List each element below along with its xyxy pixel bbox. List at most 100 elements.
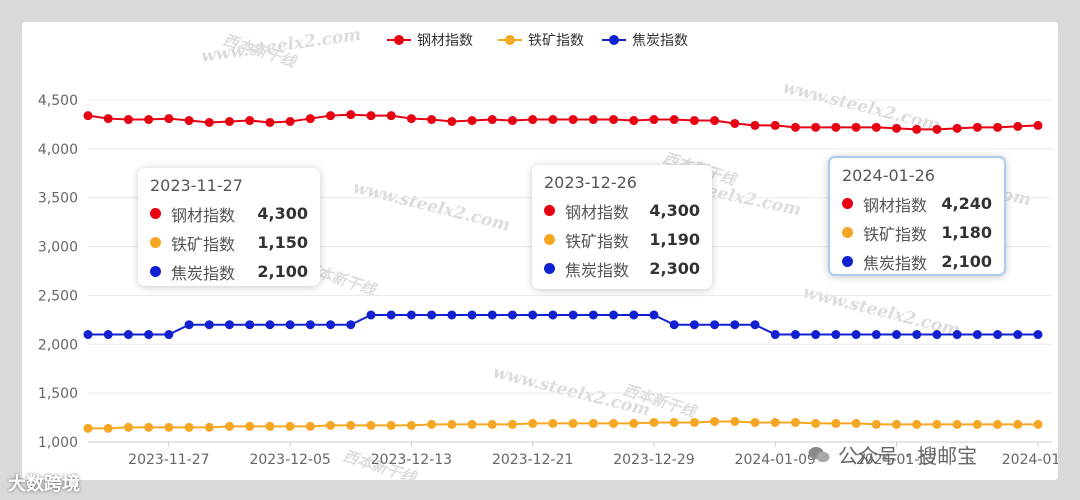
tooltip-value: 1,190 [649,230,700,249]
data-point [811,122,821,132]
data-point [548,418,558,428]
data-point [811,418,821,428]
data-point [285,320,295,330]
legend-marker-icon [505,35,515,45]
series-dot-icon [544,234,555,245]
data-point [851,418,861,428]
data-point [649,115,659,125]
data-point [366,310,376,320]
data-point [811,330,821,340]
data-point [730,416,740,426]
data-point [103,423,113,433]
data-point [366,111,376,121]
data-point [993,122,1003,132]
x-tick-label: 2023-11-27 [128,452,209,468]
data-point [346,320,356,330]
tooltip-series-name: 铁矿指数 [171,234,236,254]
tooltip-row: 焦炭指数 2,100 [150,257,308,286]
data-point [386,420,396,430]
data-point [932,419,942,429]
data-point [568,115,578,125]
data-point [952,330,962,340]
legend-marker-icon [394,35,404,45]
x-tick-label: 2024-01-09 [735,452,816,468]
legend-marker-icon [609,35,619,45]
data-point [467,116,477,126]
watermark-url: www.steelx2.com [351,177,512,235]
data-point [144,330,154,340]
x-tick-label: 2023-12-21 [492,452,573,468]
data-point [871,419,881,429]
tooltip-row: 焦炭指数 2,100 [842,247,992,276]
data-point [144,422,154,432]
series-dot-icon [150,266,161,277]
data-point [265,421,275,431]
data-point [790,330,800,340]
tooltip-date: 2023-11-27 [150,176,243,195]
data-point [689,320,699,330]
data-point [326,320,336,330]
data-point [892,123,902,133]
tooltip-row: 铁矿指数 1,150 [150,228,308,257]
data-point [588,115,598,125]
y-tick-label: 3,000 [38,240,78,256]
tooltip-row: 钢材指数 4,300 [544,196,700,225]
data-point [993,330,1003,340]
tooltip-value: 2,100 [941,252,992,271]
data-point [871,122,881,132]
x-tick-label: 2023-12-29 [613,452,694,468]
data-point [123,330,133,340]
data-point [972,122,982,132]
data-point [871,330,881,340]
data-point [770,330,780,340]
data-point [487,310,497,320]
data-point [669,115,679,125]
data-point [204,422,214,432]
tooltip-row: 钢材指数 4,240 [842,189,992,218]
data-point [892,330,902,340]
data-point [326,111,336,121]
line-chart: www.steelx2.comwww.steelx2.comwww.steelx… [38,25,1058,480]
data-point [952,419,962,429]
tooltip-row: 焦炭指数 2,300 [544,254,700,283]
data-point [285,421,295,431]
series-dot-icon [842,256,853,267]
data-point [952,123,962,133]
data-point [164,114,174,124]
data-point [427,115,437,125]
data-point [245,421,255,431]
data-point [204,320,214,330]
data-point [710,320,720,330]
data-point [710,116,720,126]
tooltip-value: 1,180 [941,223,992,242]
data-point [144,115,154,125]
legend-label: 钢材指数 [417,33,473,49]
series-dot-icon [544,263,555,274]
data-point [1013,121,1023,131]
data-point [831,418,841,428]
data-point [305,114,315,124]
tooltip-3: 2024-01-26 钢材指数 4,240 铁矿指数 1,180 焦炭指数 2,100 [828,156,1006,276]
chart-card: www.steelx2.com www.steelx2.com www.steelx… [22,22,1058,480]
tooltip-series-name: 钢材指数 [863,195,928,215]
tooltip-1: 2023-11-27 钢材指数 4,300 铁矿指数 1,150 焦炭指数 2,100 [138,168,320,286]
data-point [406,310,416,320]
data-point [164,330,174,340]
data-point [507,310,517,320]
data-point [609,115,619,125]
tooltip-2: 2023-12-26 钢材指数 4,300 铁矿指数 1,190 焦炭指数 2,300 [532,165,712,289]
data-point [326,420,336,430]
tooltip-series-name: 铁矿指数 [565,231,630,251]
data-point [427,419,437,429]
data-point [386,111,396,121]
tooltip-row: 铁矿指数 1,190 [544,225,700,254]
data-point [851,122,861,132]
data-point [750,417,760,427]
data-point [245,116,255,126]
data-point [507,419,517,429]
data-point [609,418,619,428]
data-point [568,418,578,428]
data-point [790,122,800,132]
tooltip-series-name: 钢材指数 [171,205,236,225]
data-point [689,417,699,427]
